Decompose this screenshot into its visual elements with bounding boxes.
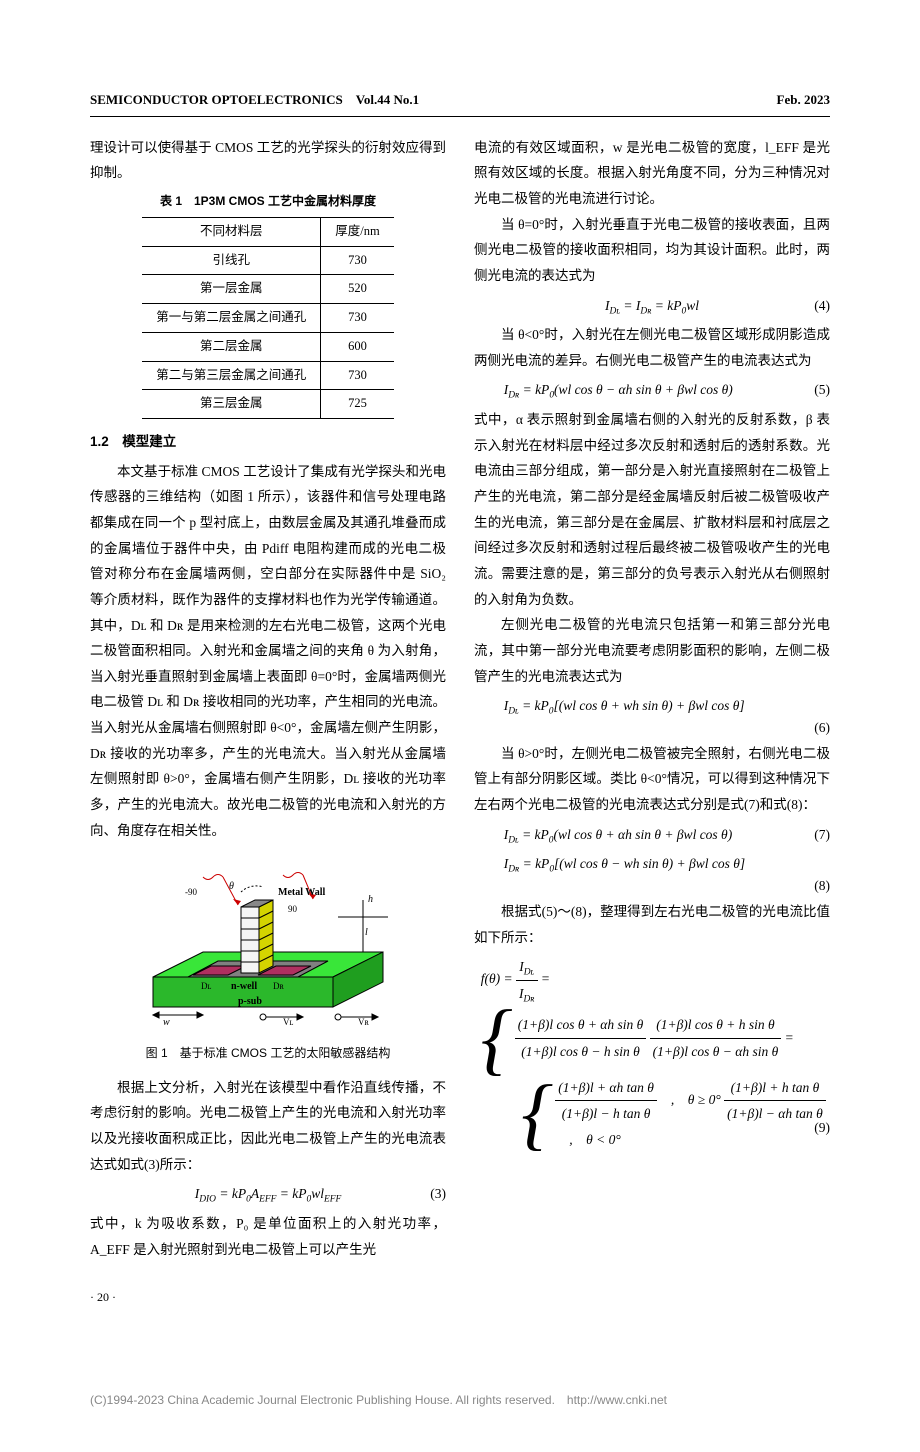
para-left-diode: 左侧光电二极管的光电流只包括第一和第三部分光电流，其中第一部分光电流要考虑阴影面… (474, 612, 830, 689)
cell: 第三层金属 (142, 390, 321, 419)
para-theta-pos: 当 θ>0°时，左侧光电二极管被完全照射，右侧光电二极管上有部分阴影区域。类比 … (474, 741, 830, 818)
para-theta0: 当 θ=0°时，入射光垂直于光电二极管的接收表面，且两侧光电二极管的接收面积相同… (474, 212, 830, 289)
cell: 第二与第三层金属之间通孔 (142, 361, 321, 390)
page-header: SEMICONDUCTOR OPTOELECTRONICS Vol.44 No.… (90, 88, 830, 117)
equation-7: IDʟ = kP0(wl cos θ + αh sin θ + βwl cos … (474, 822, 830, 848)
cell: 730 (321, 304, 394, 333)
metal-wall (241, 900, 273, 973)
equation-9-a: f(θ) = IDʟIDʀ = { (1+β)l cos θ + αh sin … (474, 954, 830, 1070)
label-p90: 90 (288, 904, 298, 914)
cell: 第二层金属 (142, 332, 321, 361)
figure1-svg: Metal Wall θ -90 90 h l n-well Dʟ Dʀ p-s… (133, 857, 403, 1027)
table-row: 第三层金属725 (142, 390, 393, 419)
para-model: 本文基于标准 CMOS 工艺设计了集成有光学探头和光电传感器的三维结构（如图 1… (90, 459, 446, 844)
para-eq3-explain: 式中，k 为吸收系数，P₀ 是单位面积上的入射光功率，A_EFF 是入射光照射到… (90, 1211, 446, 1262)
cell: 第一层金属 (142, 275, 321, 304)
eq8-num: (8) (814, 873, 830, 899)
label-l: l (365, 927, 368, 938)
equation-6: IDʟ = kP0[(wl cos θ + wh sin θ) + βwl co… (474, 693, 830, 719)
cell: 730 (321, 361, 394, 390)
two-column-layout: 理设计可以使得基于 CMOS 工艺的光学探头的衍射效应得到抑制。 表 1 1P3… (90, 135, 830, 1263)
equation-5: IDʀ = kP0(wl cos θ − αh sin θ + βwl cos … (474, 377, 830, 403)
table-row: 第一与第二层金属之间通孔730 (142, 304, 393, 333)
right-column: 电流的有效区域面积，w 是光电二极管的宽度，l_EFF 是光照有效区域的长度。根… (474, 135, 830, 1263)
equation-3: IDIO = kP0AEFF = kP0wlEFF (3) (90, 1181, 446, 1207)
figure1: Metal Wall θ -90 90 h l n-well Dʟ Dʀ p-s… (90, 857, 446, 1036)
label-psub: p-sub (238, 996, 262, 1007)
label-metal-wall: Metal Wall (278, 887, 326, 898)
table1: 不同材料层 厚度/nm 引线孔730 第一层金属520 第一与第二层金属之间通孔… (142, 217, 393, 419)
section-1-2-heading: 1.2 模型建立 (90, 429, 446, 455)
figure1-caption: 图 1 基于标准 CMOS 工艺的太阳敏感器结构 (90, 1042, 446, 1065)
cell: 725 (321, 390, 394, 419)
label-h: h (368, 894, 373, 905)
footer: (C)1994-2023 China Academic Journal Elec… (90, 1389, 830, 1412)
table-row: 第二与第三层金属之间通孔730 (142, 361, 393, 390)
eq7-num: (7) (814, 822, 830, 848)
label-DR: Dʀ (273, 981, 284, 991)
label-w: w (163, 1017, 170, 1027)
label-VL: Vʟ (283, 1017, 293, 1027)
table-header-row: 不同材料层 厚度/nm (142, 217, 393, 246)
cell: 600 (321, 332, 394, 361)
para-cont: 电流的有效区域面积，w 是光电二极管的宽度，l_EFF 是光照有效区域的长度。根… (474, 135, 830, 212)
table-row: 第一层金属520 (142, 275, 393, 304)
label-DL: Dʟ (201, 981, 211, 991)
eq4-num: (4) (814, 293, 830, 319)
eq5-num: (5) (814, 377, 830, 403)
page-number: · 20 · (90, 1286, 830, 1309)
eq9-num: (9) (814, 1115, 830, 1141)
th-material: 不同材料层 (142, 217, 321, 246)
equation-9-b: { (1+β)l + αh tan θ(1+β)l − h tan θ, θ ≥… (474, 1075, 830, 1153)
label-VR: Vʀ (358, 1017, 369, 1027)
table1-caption: 表 1 1P3M CMOS 工艺中金属材料厚度 (90, 190, 446, 213)
intro-continuation: 理设计可以使得基于 CMOS 工艺的光学探头的衍射效应得到抑制。 (90, 135, 446, 186)
header-left: SEMICONDUCTOR OPTOELECTRONICS Vol.44 No.… (90, 88, 419, 113)
cell: 引线孔 (142, 246, 321, 275)
table-row: 第二层金属600 (142, 332, 393, 361)
para-eq5-explain: 式中，α 表示照射到金属墙右侧的入射光的反射系数，β 表示入射光在材料层中经过多… (474, 407, 830, 612)
cell: 520 (321, 275, 394, 304)
table-row: 引线孔730 (142, 246, 393, 275)
para-analysis: 根据上文分析，入射光在该模型中看作沿直线传播，不考虑衍射的影响。光电二极管上产生… (90, 1075, 446, 1178)
para-ratio: 根据式(5)～(8)，整理得到左右光电二极管的光电流比值如下所示： (474, 899, 830, 950)
eq3-num: (3) (430, 1181, 446, 1207)
header-right: Feb. 2023 (777, 88, 830, 113)
cell: 第一与第二层金属之间通孔 (142, 304, 321, 333)
para-theta-neg: 当 θ<0°时，入射光在左侧光电二极管区域形成阴影造成两侧光电流的差异。右侧光电… (474, 322, 830, 373)
th-thickness: 厚度/nm (321, 217, 394, 246)
label-m90: -90 (185, 887, 197, 897)
angle-arc (241, 886, 263, 892)
left-column: 理设计可以使得基于 CMOS 工艺的光学探头的衍射效应得到抑制。 表 1 1P3… (90, 135, 446, 1263)
label-theta: θ (229, 881, 234, 892)
equation-4: IDʟ = IDʀ = kP0wl (4) (474, 293, 830, 319)
eq6-num: (6) (814, 715, 830, 741)
label-nwell: n-well (231, 981, 257, 992)
equation-8: IDʀ = kP0[(wl cos θ − wh sin θ) + βwl co… (474, 851, 830, 877)
cell: 730 (321, 246, 394, 275)
